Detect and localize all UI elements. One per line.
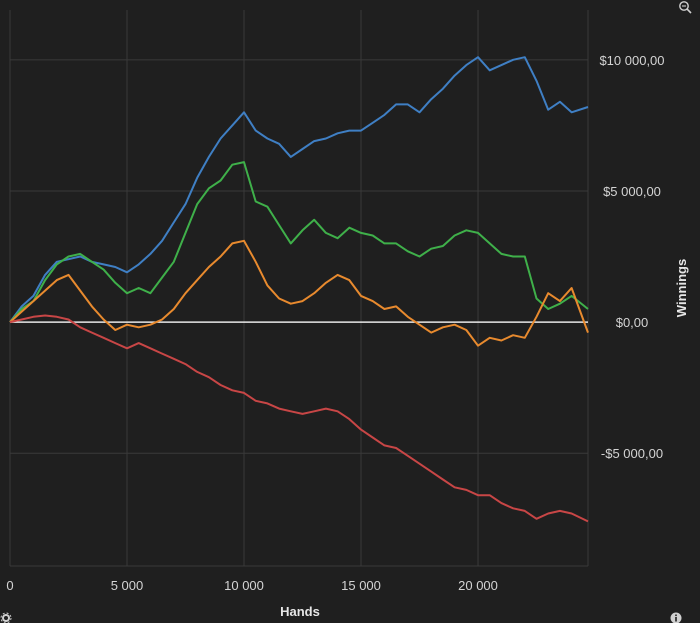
x-axis-ticks: 0 5 000 10 000 15 000 20 000	[6, 578, 498, 593]
y-tick-label: -$5 000,00	[601, 446, 663, 461]
series-line-3	[9, 239, 589, 347]
grid-lines	[9, 10, 589, 567]
y-axis-title: Winnings	[674, 259, 689, 317]
y-tick-label: $10 000,00	[599, 53, 664, 68]
plot-area	[10, 10, 588, 566]
series-line-4	[9, 314, 589, 523]
series-line-2	[9, 161, 589, 323]
series-lines	[9, 56, 589, 523]
info-icon-glyph	[670, 612, 682, 623]
x-tick-label: 15 000	[341, 578, 381, 593]
x-tick-label: 20 000	[458, 578, 498, 593]
x-axis-title: Hands	[280, 604, 320, 619]
y-axis-ticks: -$5 000,00 $0,00 $5 000,00 $10 000,00	[599, 53, 664, 461]
settings-icon-glyph	[0, 612, 12, 623]
settings-icon[interactable]	[0, 612, 12, 623]
y-tick-label: $0,00	[616, 315, 649, 330]
x-tick-label: 5 000	[111, 578, 144, 593]
info-icon[interactable]	[670, 612, 682, 623]
series-line-1	[9, 56, 589, 323]
x-tick-label: 0	[6, 578, 13, 593]
zoom-icon-glyph	[679, 1, 692, 14]
y-tick-label: $5 000,00	[603, 184, 661, 199]
x-tick-label: 10 000	[224, 578, 264, 593]
zoom-icon[interactable]	[678, 0, 692, 17]
